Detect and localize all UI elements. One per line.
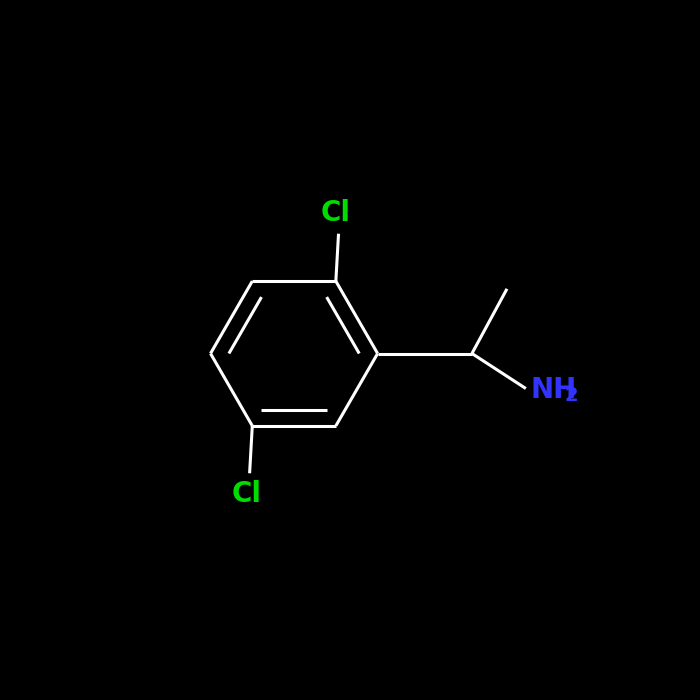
Text: Cl: Cl — [232, 480, 262, 508]
Text: NH: NH — [530, 376, 576, 404]
Text: 2: 2 — [565, 386, 578, 405]
Text: Cl: Cl — [321, 199, 351, 228]
